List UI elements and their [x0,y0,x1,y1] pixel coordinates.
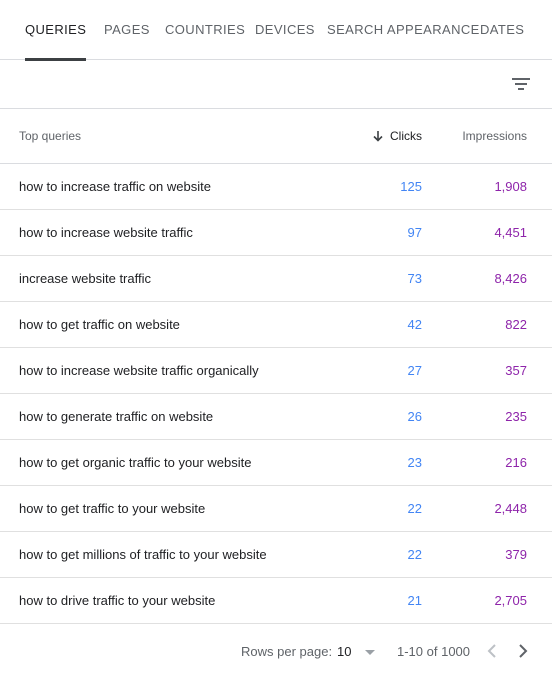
tab-queries[interactable]: QUERIES [25,0,87,61]
impressions-cell: 822 [505,317,527,332]
report-tabs: QUERIES PAGES COUNTRIES DEVICES SEARCH A… [0,0,552,61]
pagination: Rows per page: 10 1-10 of 1000 [0,624,552,675]
rows-per-page-value: 10 [337,644,352,659]
query-cell: how to get millions of traffic to your w… [19,547,267,562]
impressions-cell: 4,451 [494,225,527,240]
previous-page-button[interactable] [485,642,499,660]
query-cell: how to increase website traffic [19,225,193,240]
clicks-cell: 73 [407,271,422,286]
query-cell: how to get traffic to your website [19,501,206,516]
impressions-cell: 8,426 [494,271,527,286]
arrow-down-icon [373,131,383,142]
pagination-range: 1-10 of 1000 [397,644,471,659]
clicks-cell: 22 [407,547,422,562]
clicks-cell: 22 [407,501,422,516]
filter-icon [512,78,530,90]
table-row[interactable]: how to increase traffic on website 125 1… [0,164,552,210]
rows-per-page-label: Rows per page: [241,644,333,659]
clicks-cell: 125 [400,179,422,194]
table-row[interactable]: increase website traffic 73 8,426 [0,256,552,302]
impressions-cell: 1,908 [494,179,527,194]
query-cell: increase website traffic [19,271,151,286]
impressions-cell: 216 [505,455,527,470]
tab-label: COUNTRIES [165,22,246,37]
query-cell: how to drive traffic to your website [19,593,216,608]
tab-label: DATES [480,22,525,37]
impressions-cell: 357 [505,363,527,378]
table-body: how to increase traffic on website 125 1… [0,164,552,624]
header-clicks-label: Clicks [390,129,422,143]
header-clicks[interactable]: Clicks [372,109,422,164]
table-row[interactable]: how to generate traffic on website 26 23… [0,394,552,440]
table-row[interactable]: how to drive traffic to your website 21 … [0,578,552,624]
query-cell: how to get organic traffic to your websi… [19,455,252,470]
tab-dates[interactable]: DATES [480,0,524,60]
clicks-cell: 42 [407,317,422,332]
tab-label: QUERIES [25,22,87,37]
impressions-cell: 2,448 [494,501,527,516]
table-row[interactable]: how to get traffic on website 42 822 [0,302,552,348]
tab-label: PAGES [104,22,150,37]
table-header: Top queries Clicks Impressions [0,109,552,164]
header-impressions[interactable]: Impressions [462,129,527,143]
impressions-cell: 2,705 [494,593,527,608]
table-row[interactable]: how to increase website traffic organica… [0,348,552,394]
impressions-cell: 235 [505,409,527,424]
chevron-right-icon [519,644,528,658]
header-top-queries: Top queries [19,129,82,143]
filter-bar [0,60,552,109]
rows-per-page-select[interactable]: 10 [337,644,382,662]
next-page-button[interactable] [516,642,530,660]
tab-devices[interactable]: DEVICES [255,0,314,60]
query-cell: how to increase traffic on website [19,179,211,194]
chevron-left-icon [487,644,496,658]
dropdown-caret-icon [365,650,375,655]
table-row[interactable]: how to increase website traffic 97 4,451 [0,210,552,256]
filter-button[interactable] [510,73,532,95]
query-cell: how to get traffic on website [19,317,180,332]
tab-countries[interactable]: COUNTRIES [165,0,245,60]
table-row[interactable]: how to get organic traffic to your websi… [0,440,552,486]
active-tab-indicator [25,58,86,61]
table-row[interactable]: how to get traffic to your website 22 2,… [0,486,552,532]
impressions-cell: 379 [505,547,527,562]
query-cell: how to increase website traffic organica… [19,363,259,378]
clicks-cell: 27 [407,363,422,378]
tab-label: SEARCH APPEARANCE [327,22,480,37]
query-cell: how to generate traffic on website [19,409,214,424]
clicks-cell: 21 [407,593,422,608]
clicks-cell: 26 [407,409,422,424]
table-row[interactable]: how to get millions of traffic to your w… [0,532,552,578]
tab-pages[interactable]: PAGES [104,0,149,60]
tab-search-appearance[interactable]: SEARCH APPEARANCE [327,0,479,60]
clicks-cell: 97 [407,225,422,240]
tab-label: DEVICES [255,22,315,37]
clicks-cell: 23 [407,455,422,470]
